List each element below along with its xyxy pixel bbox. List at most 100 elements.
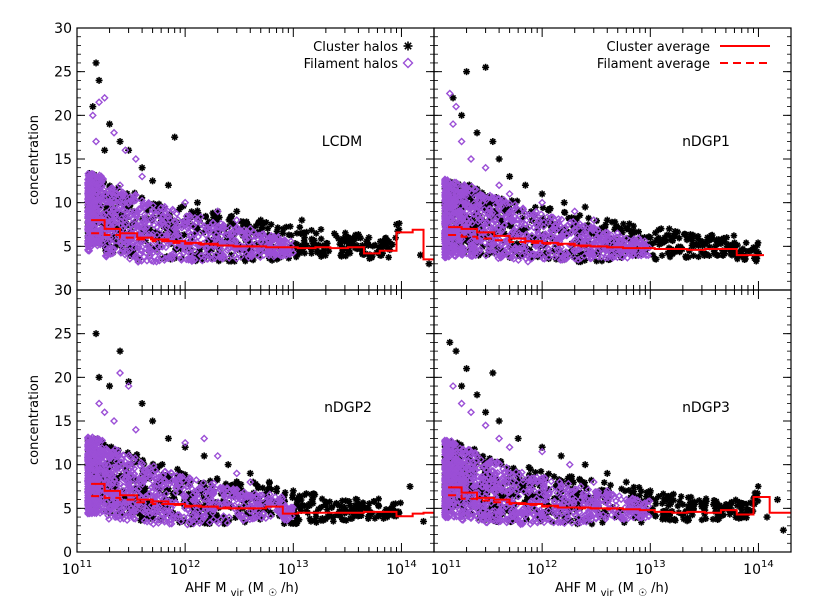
cluster-halo-outlier xyxy=(622,225,630,233)
filament-halo-point xyxy=(525,223,534,231)
filament-halo-point xyxy=(467,237,476,245)
filament-halo-point xyxy=(287,237,295,246)
filament-halo-point xyxy=(552,226,560,234)
filament-halo-point xyxy=(160,202,169,211)
cluster-halo-point xyxy=(369,242,377,250)
filament-halo-point xyxy=(233,223,241,232)
filament-halo-point xyxy=(97,230,106,239)
cluster-halo-point xyxy=(282,223,290,231)
cluster-average-line xyxy=(448,226,764,257)
filament-halo-point xyxy=(229,229,238,237)
cluster-halo-point xyxy=(237,481,245,488)
cluster-halo-point xyxy=(701,241,709,248)
filament-halo-point xyxy=(511,243,520,251)
filament-halo-outlier xyxy=(589,216,598,225)
filament-halo-point xyxy=(152,247,161,256)
filament-halo-point xyxy=(534,250,542,259)
filament-halo-point xyxy=(215,253,224,262)
filament-halo-point xyxy=(186,250,195,258)
cluster-average-line xyxy=(91,219,434,261)
cluster-halo-point xyxy=(698,248,705,256)
cluster-halo-point xyxy=(539,204,547,212)
filament-halo-point xyxy=(153,242,162,250)
filament-halo-point xyxy=(122,249,131,257)
filament-halo-point xyxy=(96,240,105,249)
filament-halo-point xyxy=(484,246,493,254)
filament-halo-point xyxy=(84,180,92,189)
filament-halo-point xyxy=(247,249,255,258)
filament-halo-point xyxy=(134,257,143,266)
cluster-halo-point xyxy=(330,517,337,525)
filament-halo-point xyxy=(249,241,257,249)
cluster-halo-point xyxy=(712,237,720,245)
filament-halo-point xyxy=(182,255,191,264)
filament-halo-point xyxy=(537,210,546,218)
filament-halo-point xyxy=(184,224,192,233)
filament-halo-point xyxy=(218,255,227,263)
filament-halo-point xyxy=(140,210,149,219)
filament-halo-point xyxy=(450,251,459,260)
filament-halo-point xyxy=(540,232,548,241)
filament-halo-point xyxy=(187,244,196,253)
filament-halo-point xyxy=(165,212,173,221)
filament-halo-point xyxy=(160,256,169,265)
filament-halo-point xyxy=(125,255,134,263)
filament-halo-point xyxy=(580,228,589,236)
cluster-halo-outlier xyxy=(149,177,157,185)
cluster-halo-outlier xyxy=(646,234,654,242)
filament-halo-point xyxy=(518,243,527,251)
filament-halo-point xyxy=(96,195,105,204)
filament-halo-point xyxy=(571,246,580,255)
filament-halo-point xyxy=(444,212,453,220)
filament-halo-point xyxy=(115,186,124,194)
cluster-halo-outlier xyxy=(95,76,103,84)
filament-halo-point xyxy=(89,228,98,237)
filament-halo-point xyxy=(237,253,245,261)
cluster-halo-point xyxy=(690,252,697,259)
filament-halo-point xyxy=(597,253,606,261)
filament-halo-point xyxy=(556,250,565,258)
filament-halo-point xyxy=(166,216,174,224)
filament-halo-point xyxy=(89,178,97,187)
filament-halo-point xyxy=(134,242,143,251)
filament-halo-point xyxy=(488,195,496,203)
filament-halo-point xyxy=(468,219,476,228)
filament-halo-outlier xyxy=(131,155,140,163)
filament-halo-point xyxy=(531,211,539,220)
cluster-halo-point xyxy=(573,214,581,222)
filament-halo-point xyxy=(578,222,586,231)
filament-halo-point xyxy=(523,211,531,219)
filament-halo-point xyxy=(174,222,182,231)
filament-halo-point xyxy=(131,253,139,262)
filament-halo-point xyxy=(464,203,472,211)
filament-halo-point xyxy=(141,225,149,233)
filament-halo-point xyxy=(626,248,634,257)
filament-halo-point xyxy=(443,218,451,227)
filament-halo-point xyxy=(548,250,556,259)
filament-halo-point xyxy=(472,185,480,194)
cluster-halo-point xyxy=(348,240,355,247)
filament-halo-point xyxy=(179,217,188,226)
cluster-halo-point xyxy=(322,515,330,523)
filament-halo-point xyxy=(441,177,449,186)
filament-halo-point xyxy=(488,219,497,227)
filament-halo-point xyxy=(168,255,177,263)
cluster-halo-point xyxy=(742,255,749,263)
cluster-halo-point xyxy=(613,222,620,230)
filament-halo-point xyxy=(478,212,486,220)
filament-halo-point xyxy=(130,197,139,205)
filament-halo-point xyxy=(549,213,557,221)
cluster-halo-point xyxy=(264,225,272,232)
filament-halo-point xyxy=(270,252,278,261)
filament-halo-point xyxy=(231,245,240,254)
filament-halo-point xyxy=(557,215,566,224)
cluster-halo-outlier xyxy=(521,181,529,189)
cluster-halo-point xyxy=(685,253,692,261)
cluster-halo-point xyxy=(375,495,382,503)
filament-halo-point xyxy=(208,255,216,263)
cluster-halo-point xyxy=(310,236,318,244)
filament-halo-point xyxy=(158,217,167,226)
filament-halo-point xyxy=(481,194,490,202)
filament-halo-point xyxy=(453,180,461,188)
filament-halo-point xyxy=(444,248,452,256)
